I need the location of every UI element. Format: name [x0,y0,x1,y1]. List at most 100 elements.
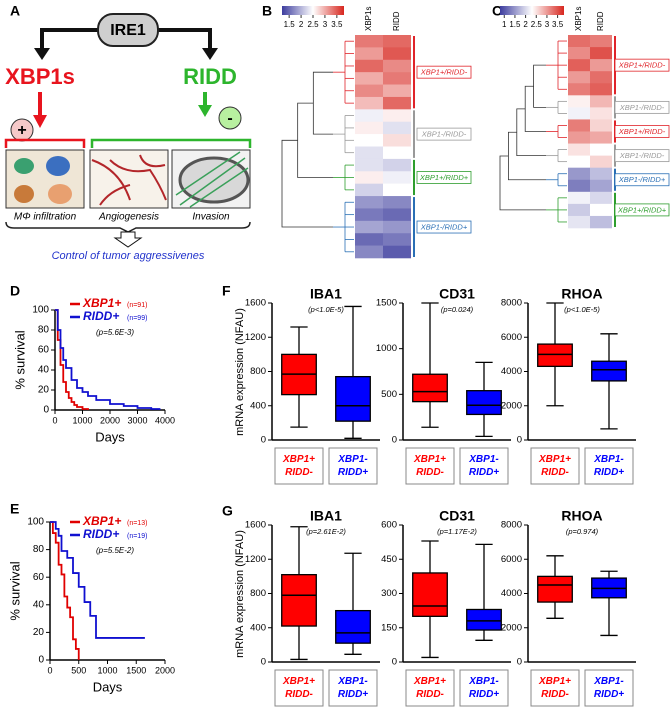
heatmap-cell [383,59,411,73]
heatmap-cell [383,183,411,197]
category-line: RIDD+ [338,689,368,700]
heatmap-cell [383,196,411,209]
cluster-label: XBP1-/RIDD- [421,130,467,139]
colorbar-tick-label: 3 [545,20,550,29]
category-box [328,447,378,485]
category-line: XBP1+ [282,676,315,687]
y-tick-label: 500 [381,389,397,400]
y-tick-label: 80 [38,325,50,336]
node-label: XBP1s [5,64,75,89]
dendrogram-join [499,155,546,211]
y-tick-label: 450 [381,554,397,565]
chart-title: RHOA [561,508,602,524]
colorbar-tick-label: 3.5 [552,20,564,29]
y-tick-label: 1200 [245,332,266,343]
sign: + [17,122,26,139]
category-line: XBP1+ [413,676,446,687]
category-line: RIDD+ [338,467,368,478]
heatmap-cell [568,143,590,156]
heatmap-cell [383,220,411,234]
x-tick-label: 3000 [127,415,147,425]
p-value: (p=0.974) [566,527,599,536]
y-tick-label: 40 [38,365,50,376]
cluster-label-box [614,125,670,138]
panel-label: B [262,3,272,19]
heatmap-cell [383,245,411,259]
category-label: XBP1+ RIDD- [538,676,571,700]
box [537,575,573,603]
heatmap-cell [355,208,383,222]
heatmap-cell [590,107,612,120]
category-box [274,669,324,707]
heatmap-cell [590,203,612,217]
category-line: RIDD+ [469,689,499,700]
y-tick-label: 1600 [245,298,266,309]
heatmap-cell [568,35,590,48]
category-line: RIDD+ [469,467,499,478]
heatmap-cell [355,245,383,259]
heatmap-cell [568,203,590,217]
y-tick-label: 8000 [501,298,522,309]
category-label: XBP1- RIDD+ [337,676,368,700]
p-value: (p=5.6E-3) [96,328,134,337]
sign-circle [218,106,242,130]
cell [14,185,34,203]
dendrogram-join [312,71,333,135]
panel-label: D [10,283,20,299]
survival-curve [55,309,161,410]
arrow [158,28,212,50]
arrow-head [198,105,212,117]
heatmap-cell [383,84,411,98]
box [335,375,371,422]
box [412,373,448,403]
sign: - [227,110,232,127]
box [281,574,317,627]
colorbar-tick-label: 2.5 [307,20,319,29]
y-tick-label: 400 [250,400,266,411]
category-line: RIDD+ [594,689,624,700]
heatmap-cell [590,119,612,132]
x-tick-label: 1000 [97,665,117,675]
fibers [175,151,249,208]
category-box [459,447,509,485]
cluster-label-box [614,173,670,187]
heatmap-cell [383,47,411,61]
heatmap-cell [383,96,411,110]
y-axis-label: % survival [7,561,22,620]
y-tick-label: 1600 [245,520,266,531]
category-label: XBP1+ RIDD- [413,676,446,700]
arrow-head [202,48,218,60]
y-axis-label: mRNA expression (NFAU) [234,530,246,658]
y-tick-label: 6000 [501,332,522,343]
column-label: XBP1s [574,7,583,31]
heatmap-cell [568,191,590,205]
node-label: IRE1 [110,22,146,39]
y-tick-label: 0 [38,655,44,666]
category-label: XBP1+ RIDD- [282,454,315,478]
legend-note: (n=13) [127,520,147,527]
category-box [405,669,455,707]
category-box [328,669,378,707]
heatmap-cell [383,208,411,222]
heatmap-cell [568,119,590,132]
x-tick-label: 1000 [72,415,92,425]
heatmap-cell [355,171,383,184]
colorbar-tick-label: 1.5 [284,20,296,29]
bracket [5,221,251,233]
heatmap-cell [590,83,612,96]
heatmap-cell [383,72,411,85]
category-line: RIDD- [285,689,313,700]
bracket [4,138,86,148]
category-line: RIDD- [541,467,569,478]
x-tick-label: 2000 [155,665,175,675]
arrow-head [34,48,50,60]
category-box [405,447,455,485]
panel-label: A [10,3,20,19]
heatmap-cell [383,35,411,48]
category-label: XBP1- RIDD+ [337,454,368,478]
cluster-label: XBP1+/RIDD+ [617,205,667,214]
x-axis-label: Days [95,429,125,444]
y-tick-label: 60 [33,572,45,583]
category-label: XBP1- RIDD+ [468,676,499,700]
heatmap-cell [355,146,383,160]
